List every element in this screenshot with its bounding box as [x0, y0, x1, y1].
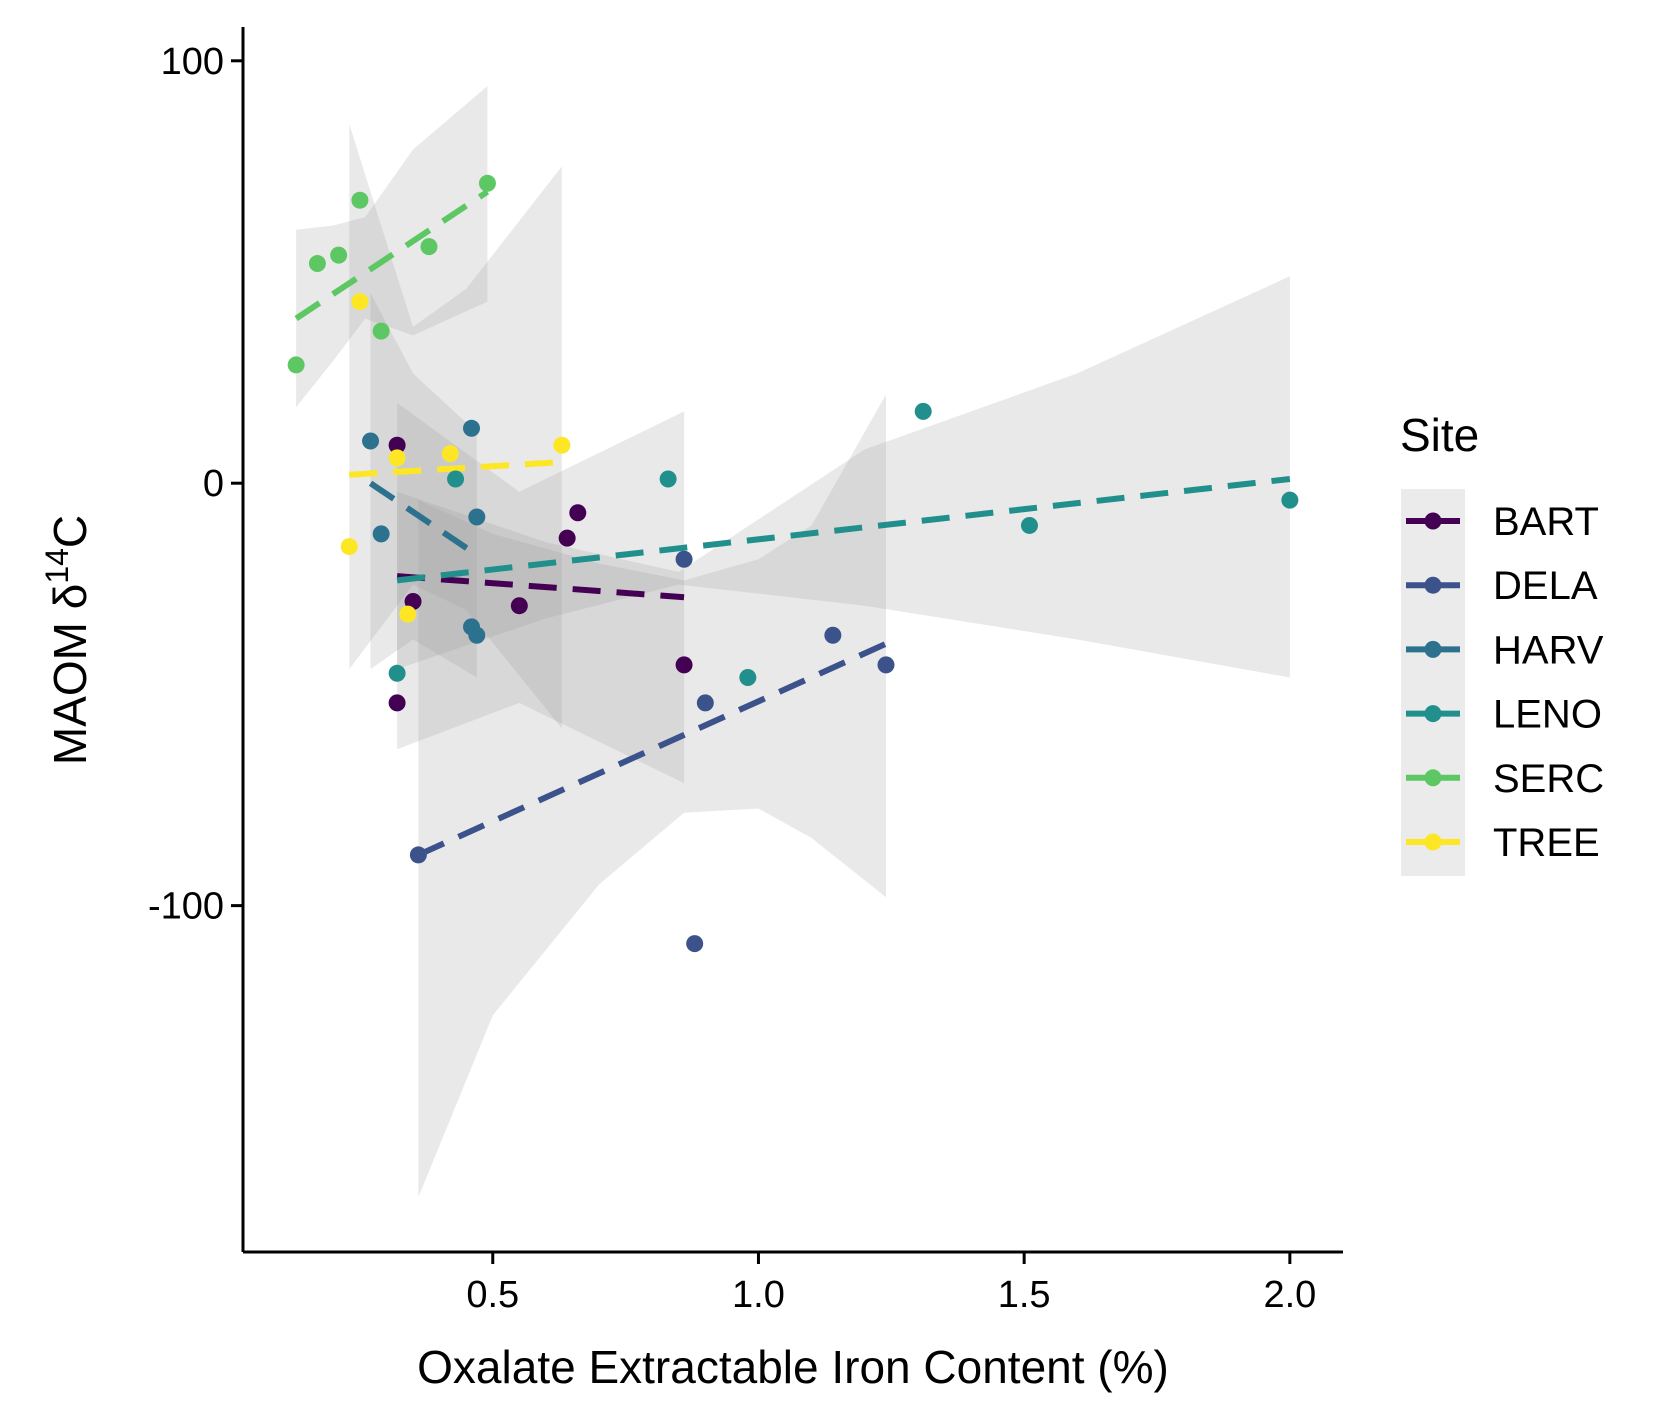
- point-tree: [441, 445, 459, 463]
- confidence-band-leno: [397, 276, 1290, 678]
- point-leno: [447, 470, 465, 488]
- point-tree: [351, 293, 369, 311]
- point-serc: [351, 191, 369, 209]
- legend-key-point-leno: [1424, 705, 1442, 723]
- legend-label-tree: TREE: [1493, 821, 1600, 865]
- legend-label-leno: LENO: [1493, 693, 1602, 737]
- fit-lines: [294, 189, 1291, 858]
- fit-line-tree: [349, 459, 563, 478]
- point-tree: [340, 538, 358, 556]
- point-dela: [877, 656, 895, 674]
- point-harv: [362, 432, 380, 450]
- point-serc: [287, 356, 305, 374]
- legend-label-dela: DELA: [1493, 564, 1598, 608]
- x-axis-title: Oxalate Extractable Iron Content (%): [417, 1341, 1169, 1393]
- point-bart: [388, 436, 406, 454]
- legend-key-point-harv: [1424, 640, 1442, 658]
- legend-key-point-serc: [1424, 769, 1442, 787]
- point-bart: [510, 597, 528, 615]
- legend-label-serc: SERC: [1493, 757, 1604, 801]
- point-leno: [1281, 491, 1299, 509]
- point-dela: [409, 846, 427, 864]
- point-bart: [388, 694, 406, 712]
- point-dela: [696, 694, 714, 712]
- point-tree: [388, 449, 406, 467]
- point-harv: [463, 419, 481, 437]
- legend-key-background: [1401, 489, 1465, 876]
- point-tree: [553, 436, 571, 454]
- point-leno: [1020, 516, 1038, 534]
- y-tick-label: 0: [203, 463, 224, 505]
- point-harv: [468, 508, 486, 526]
- point-bart: [569, 504, 587, 522]
- legend-label-harv: HARV: [1493, 628, 1604, 672]
- confidence-band-bart: [397, 402, 685, 784]
- y-axis-title: MAOM δ14C: [39, 515, 96, 765]
- point-serc: [420, 238, 438, 256]
- fit-line-serc: [294, 189, 490, 321]
- point-bart: [675, 656, 693, 674]
- y-axis-title-superscript: 14: [39, 548, 75, 584]
- data-points: [287, 174, 1299, 953]
- x-tick-label: 2.0: [1263, 1274, 1316, 1316]
- legend-key-point-tree: [1424, 833, 1442, 851]
- confidence-bands: [296, 86, 1290, 1198]
- legend-key-point-bart: [1424, 512, 1442, 530]
- fit-line-bart: [396, 573, 685, 601]
- x-tick-label: 0.5: [466, 1274, 519, 1316]
- x-axis-ticks: 0.5 1.0 1.5 2.0: [466, 1252, 1316, 1316]
- fit-line-harv: [368, 480, 479, 558]
- legend-title: Site: [1400, 409, 1479, 461]
- y-axis-title-end: C: [44, 515, 96, 548]
- point-harv: [468, 626, 486, 644]
- point-leno: [659, 470, 677, 488]
- point-serc: [372, 322, 390, 340]
- point-tree: [399, 605, 417, 623]
- y-tick-label: -100: [148, 886, 224, 928]
- confidence-band-dela: [418, 394, 886, 1198]
- point-dela: [686, 935, 704, 953]
- point-leno: [914, 402, 932, 420]
- point-leno: [388, 664, 406, 682]
- y-axis-title-main: MAOM δ: [44, 584, 96, 765]
- point-bart: [558, 529, 576, 547]
- point-serc: [330, 246, 348, 264]
- x-tick-label: 1.5: [998, 1274, 1051, 1316]
- legend: BART DELA HARV LENO SERC TREE: [1406, 500, 1604, 865]
- point-serc: [478, 174, 496, 192]
- fit-line-leno: [396, 476, 1291, 584]
- y-axis-ticks: 100 0 -100: [148, 41, 243, 928]
- point-dela: [675, 550, 693, 568]
- point-harv: [372, 525, 390, 543]
- point-leno: [739, 669, 757, 687]
- y-tick-label: 100: [161, 41, 224, 83]
- legend-label-bart: BART: [1493, 500, 1599, 544]
- point-dela: [824, 626, 842, 644]
- point-serc: [308, 255, 326, 273]
- x-tick-label: 1.0: [732, 1274, 785, 1316]
- confidence-band-serc: [296, 86, 488, 408]
- legend-key-point-dela: [1424, 576, 1442, 594]
